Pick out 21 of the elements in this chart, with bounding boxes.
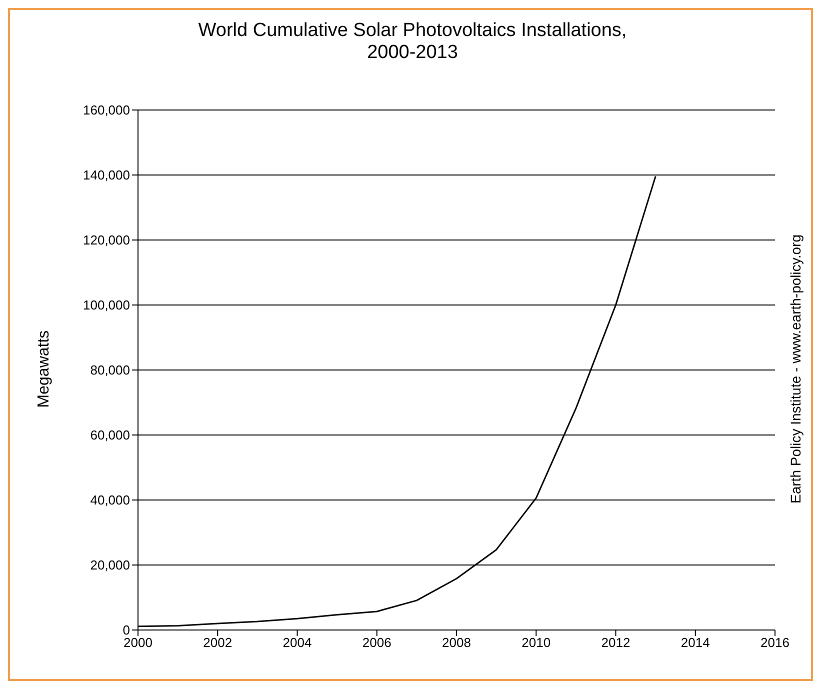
y-tick-label: 100,000 (83, 298, 130, 313)
x-tick-label: 2004 (282, 635, 312, 650)
y-tick-label: 160,000 (83, 102, 130, 118)
y-tick-label: 80,000 (90, 362, 130, 378)
x-tick-label: 2010 (522, 635, 551, 650)
y-tick-label: 120,000 (83, 232, 130, 248)
x-tick-label: 2006 (362, 635, 392, 650)
x-tick-label: 2016 (760, 635, 790, 650)
x-tick-label: 2008 (442, 635, 471, 650)
chart-title: World Cumulative Solar Photovoltaics Installations, 2000-2013 (197, 20, 628, 64)
x-tick-label: 2014 (680, 635, 710, 650)
y-tick-label: 60,000 (90, 428, 130, 443)
y-tick-label: 0 (122, 622, 130, 638)
y-tick-label: 20,000 (90, 558, 130, 573)
text: Earth Policy Institute - www.earth-policy.org (787, 234, 804, 504)
y-tick-label: 40,000 (90, 492, 130, 508)
y-axis-title: Megawatts (36, 330, 54, 408)
x-tick-label: 2002 (203, 635, 232, 650)
x-tick-label: 2012 (601, 635, 630, 650)
x-tick-label: 2000 (124, 635, 152, 650)
y-tick-label: 140,000 (83, 168, 130, 183)
